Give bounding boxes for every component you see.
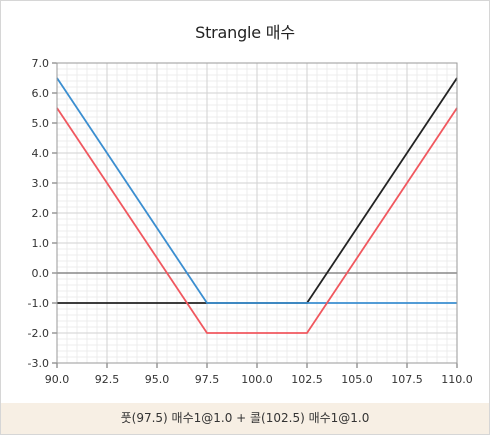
strategy-footer: 풋(97.5) 매수1@1.0 + 콜(102.5) 매수1@1.0 xyxy=(1,403,489,434)
x-axis-labels: 90.0 92.5 95.0 97.5 100.0 102.5 105.0 107.5 110.… xyxy=(45,373,473,386)
plot-border xyxy=(56,62,458,364)
x-tick-label: 90.0 xyxy=(45,373,70,386)
y-tick-label: -2.0 xyxy=(28,327,49,340)
x-tick-label: 92.5 xyxy=(95,373,120,386)
x-tick-label: 110.0 xyxy=(441,373,473,386)
y-tick-label: -3.0 xyxy=(28,357,49,370)
axis-ticks xyxy=(52,62,458,368)
y-tick-label: 7.0 xyxy=(32,57,50,70)
y-tick-label: 0.0 xyxy=(32,267,50,280)
y-tick-label: 2.0 xyxy=(32,207,50,220)
chart-title: Strangle 매수 xyxy=(195,23,295,42)
y-tick-label: 4.0 xyxy=(32,147,50,160)
y-tick-label: 1.0 xyxy=(32,237,50,250)
series-group xyxy=(56,77,458,334)
y-tick-label: 3.0 xyxy=(32,177,50,190)
strategy-description: 풋(97.5) 매수1@1.0 + 콜(102.5) 매수1@1.0 xyxy=(120,411,370,425)
series-line-3 xyxy=(56,107,458,334)
series-line-2 xyxy=(56,77,457,304)
x-tick-label: 95.0 xyxy=(145,373,170,386)
y-tick-label: -1.0 xyxy=(28,297,49,310)
y-axis-labels: -3.0 -2.0 -1.0 0.0 1.0 2.0 3.0 4.0 5.0 6.0 7.0 xyxy=(28,57,49,370)
x-tick-label: 107.5 xyxy=(391,373,423,386)
x-tick-label: 97.5 xyxy=(195,373,220,386)
plot-area-border xyxy=(56,62,458,364)
x-tick-label: 100.0 xyxy=(241,373,273,386)
payoff-chart: 90.0 92.5 95.0 97.5 100.0 102.5 105.0 107.5 110.… xyxy=(28,57,473,386)
x-tick-label: 102.5 xyxy=(291,373,323,386)
x-tick-label: 105.0 xyxy=(341,373,373,386)
y-tick-label: 6.0 xyxy=(32,87,50,100)
y-tick-label: 5.0 xyxy=(32,117,50,130)
